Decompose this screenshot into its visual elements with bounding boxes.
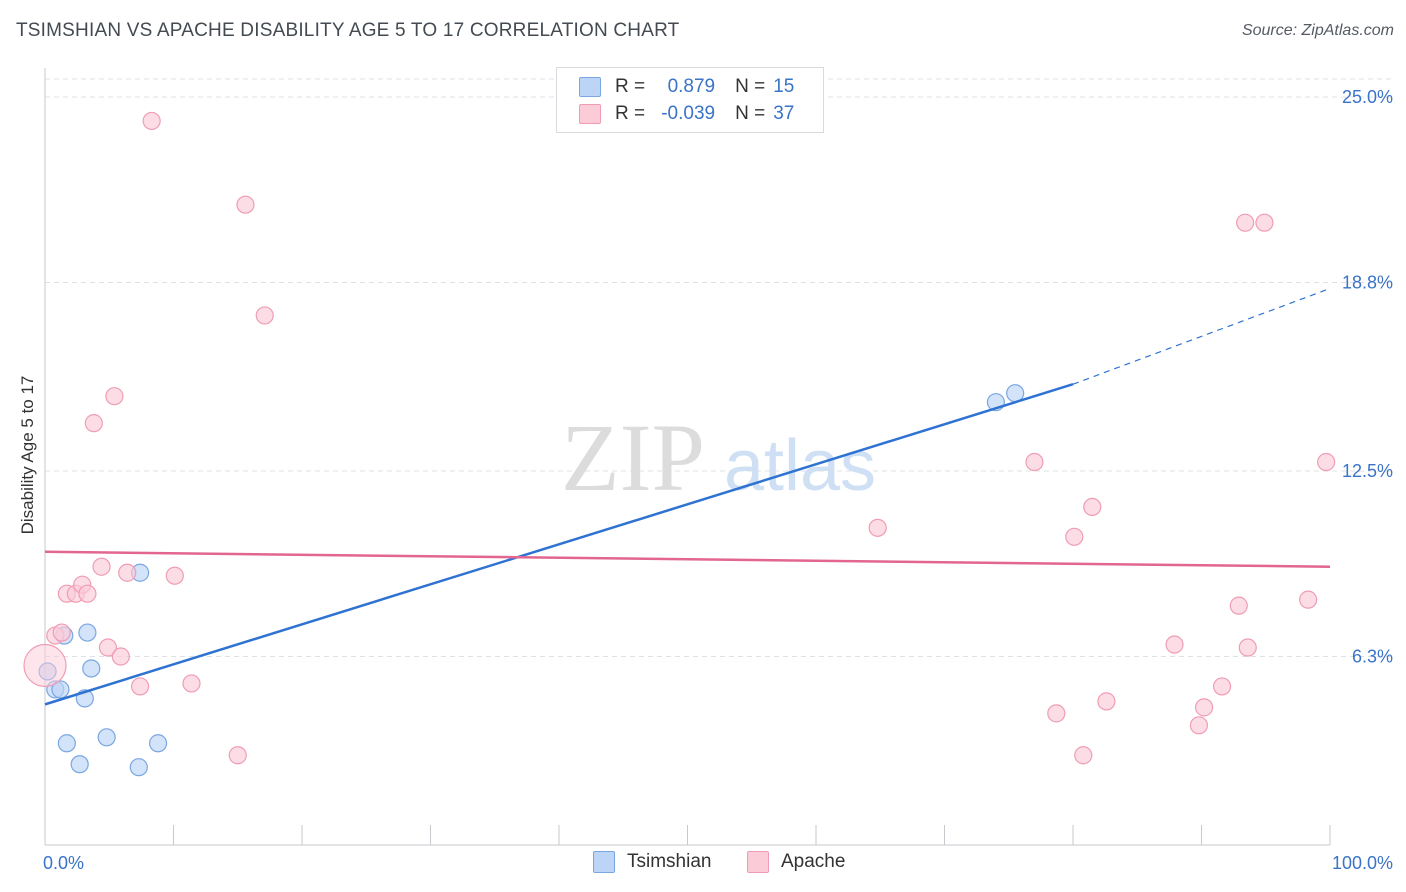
watermark: ZIP atlas [561, 404, 876, 511]
apache-point [1165, 635, 1184, 654]
apache-point [1212, 677, 1232, 696]
apache-point [1238, 638, 1257, 657]
tsimshian-point [129, 758, 148, 777]
apache-point [1229, 596, 1248, 615]
tsimshian-trend-extension [1072, 287, 1331, 385]
apache-point [1097, 692, 1116, 711]
n-value: 37 [773, 103, 795, 124]
apache-point [1074, 746, 1093, 765]
n-label: N = [735, 76, 766, 97]
trend-lines [44, 287, 1331, 706]
apache-point [23, 643, 67, 688]
tsimshian-point [148, 734, 168, 753]
apache-point [130, 677, 150, 696]
r-value: -0.039 [661, 103, 716, 124]
y-tick-label: 12.5% [1342, 461, 1393, 481]
tsimshian-point [78, 623, 97, 642]
chart-title: TSIMSHIAN VS APACHE DISABILITY AGE 5 TO … [16, 20, 680, 41]
apache-point [236, 195, 255, 214]
watermark-atlas: atlas [724, 426, 876, 506]
legend-row-apache: R = -0.039 N = 37 [579, 102, 794, 126]
apache-point [1299, 590, 1318, 609]
apache-point [98, 638, 118, 657]
apache-point [1194, 698, 1214, 717]
apache-point [182, 674, 201, 693]
apache-point [1236, 213, 1255, 232]
apache-swatch [747, 851, 769, 873]
apache-point [255, 306, 274, 325]
tsimshian-point [70, 755, 89, 774]
apache-point [868, 518, 887, 537]
x-tick-label: 100.0% [1332, 853, 1393, 873]
grid-lines [45, 78, 1392, 658]
apache-point [118, 563, 137, 582]
legend-item-tsimshian[interactable]: Tsimshian [593, 851, 711, 873]
tsimshian-point [97, 728, 116, 747]
y-tick-label: 6.3% [1352, 647, 1393, 667]
apache-point [228, 746, 247, 765]
apache-point [84, 414, 103, 433]
apache-point [142, 111, 161, 131]
apache-point [1025, 452, 1044, 472]
legend-row-tsimshian: R = 0.879 N = 15 [579, 75, 794, 99]
apache-point [52, 623, 71, 642]
source-label: Source: ZipAtlas.com [1241, 22, 1394, 39]
n-value: 15 [773, 76, 795, 97]
tsimshian-point [82, 659, 101, 678]
apache-point [165, 566, 184, 585]
tsimshian-label: Tsimshian [627, 851, 712, 872]
tsimshian-trend-line [44, 383, 1074, 706]
tsimshian-point [51, 680, 70, 699]
data-points [23, 111, 1336, 777]
tsimshian-swatch [579, 77, 601, 97]
n-label: N = [735, 103, 766, 124]
r-value: 0.879 [667, 76, 716, 97]
r-label: R = [615, 103, 646, 124]
apache-point [1047, 704, 1066, 723]
watermark-zip: ZIP [561, 404, 705, 511]
apache-label: Apache [781, 851, 846, 872]
tsimshian-point [57, 734, 76, 753]
axes [44, 68, 1331, 846]
correlation-legend: R = 0.879 N = 15 R = -0.039 N = 37 [556, 67, 824, 133]
apache-point [1255, 213, 1274, 232]
tsimshian-swatch [593, 851, 615, 873]
legend-item-apache[interactable]: Apache [747, 851, 845, 873]
apache-point [1083, 497, 1102, 517]
tick-labels: 6.3% 12.5% 18.8% 25.0% 0.0% 100.0% [43, 87, 1393, 873]
apache-trend-line [44, 550, 1331, 568]
y-tick-label: 25.0% [1342, 87, 1393, 107]
apache-point [1317, 452, 1336, 472]
apache-point [78, 584, 97, 603]
y-tick-label: 18.8% [1342, 273, 1393, 293]
apache-point [111, 647, 130, 666]
apache-point [92, 557, 111, 576]
x-tick-label: 0.0% [43, 853, 84, 873]
apache-point [1189, 716, 1209, 735]
r-label: R = [615, 76, 646, 97]
apache-swatch [579, 104, 601, 124]
apache-point [1065, 527, 1084, 546]
apache-point [105, 387, 124, 406]
